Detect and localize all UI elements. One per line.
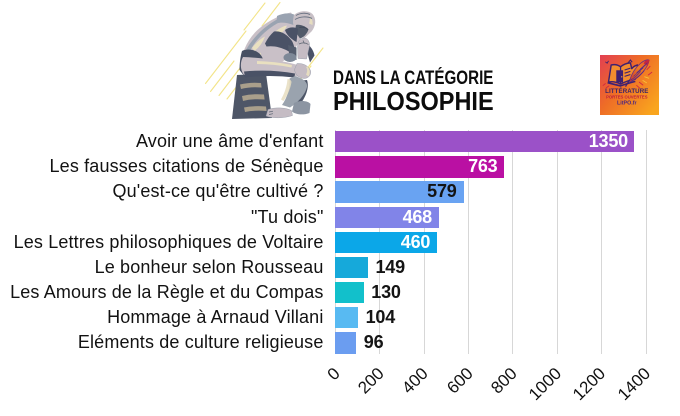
svg-text:PORTES OUVERTES: PORTES OUVERTES xyxy=(606,94,648,99)
svg-text:LitPO.fr: LitPO.fr xyxy=(617,100,637,106)
svg-text:LITTÉRATURE: LITTÉRATURE xyxy=(605,86,648,94)
